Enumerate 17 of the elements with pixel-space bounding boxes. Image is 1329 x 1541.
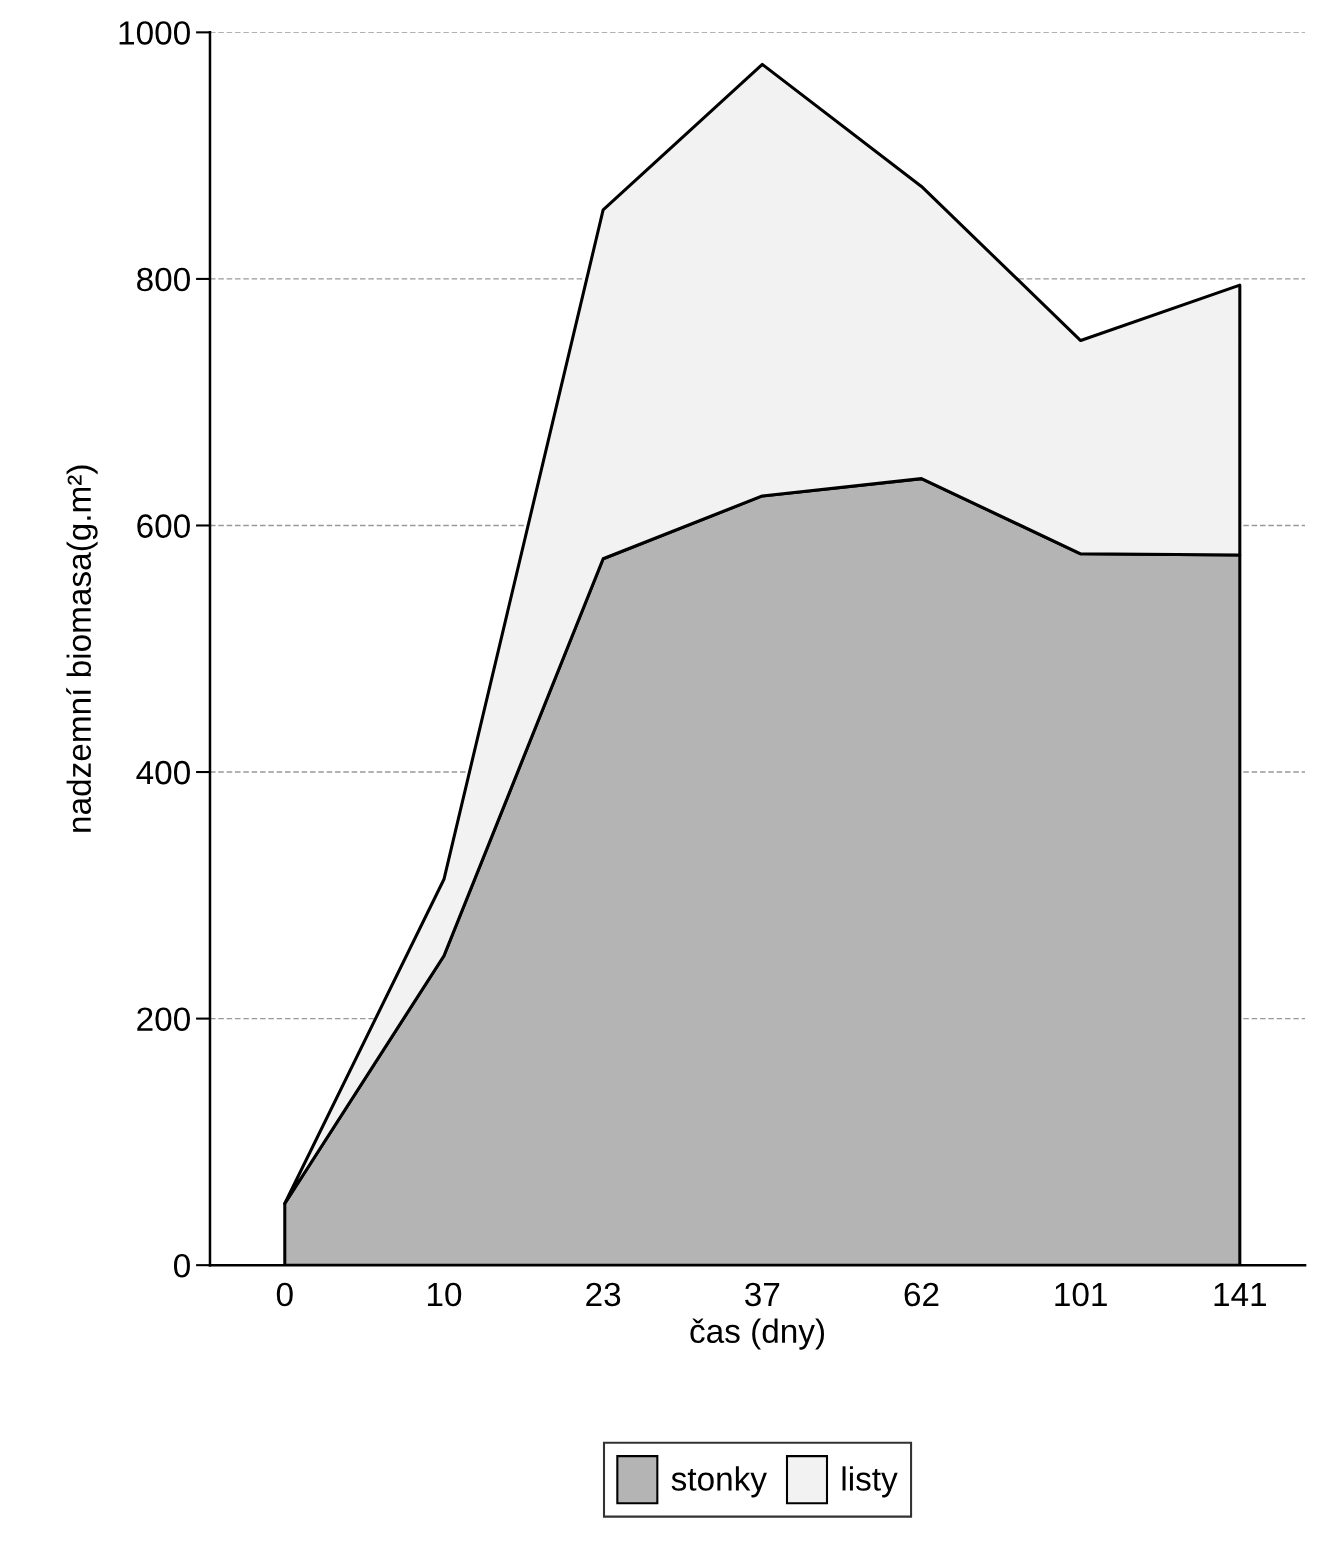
y-tick-label: 0 — [174, 1253, 190, 1278]
x-tick-label: 37 — [745, 1282, 780, 1307]
y-tick-label: 1000 — [119, 21, 190, 45]
y-axis-title: nadzemní biomasa(g.m²) — [66, 465, 98, 832]
x-axis-title: čas (dny) — [690, 1318, 824, 1350]
x-tick-label: 101 — [1055, 1282, 1107, 1307]
y-tick-label: 800 — [137, 267, 190, 292]
y-tick-label: 400 — [136, 760, 190, 785]
y-tick-label: 600 — [137, 514, 190, 538]
x-tick-label: 141 — [1214, 1283, 1266, 1306]
legend-label: stonky — [671, 1466, 767, 1498]
x-tick-label: 10 — [427, 1282, 462, 1307]
x-tick-label: 23 — [586, 1282, 621, 1307]
legend-label: listy — [842, 1466, 898, 1498]
y-tick-label: 200 — [137, 1007, 190, 1032]
x-tick-label: 0 — [276, 1282, 293, 1307]
x-tick-label: 62 — [904, 1282, 939, 1307]
